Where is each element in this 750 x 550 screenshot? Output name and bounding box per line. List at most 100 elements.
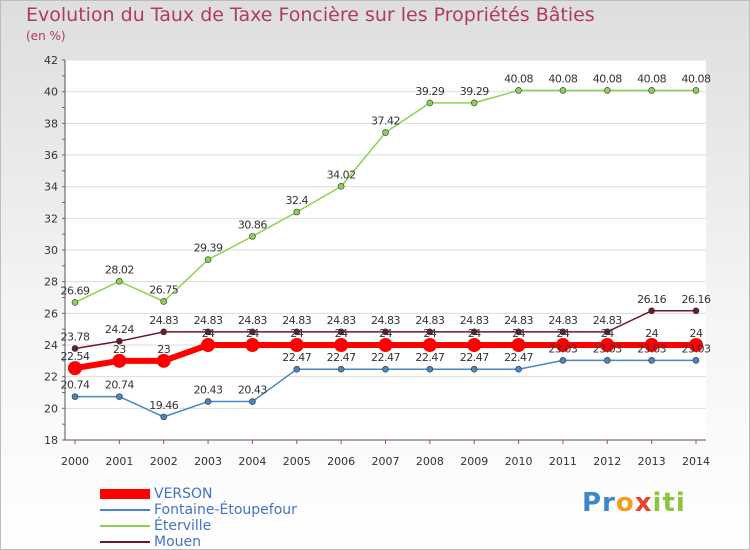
- data-point: [644, 338, 659, 352]
- data-label: 24.83: [149, 314, 178, 327]
- legend-label: Éterville: [154, 518, 212, 534]
- data-point: [470, 365, 478, 373]
- data-label: 22.47: [504, 351, 533, 364]
- data-point: [160, 328, 168, 336]
- data-label: 24.83: [238, 314, 267, 327]
- data-label: 40.08: [682, 72, 711, 85]
- data-label: 23.03: [593, 342, 622, 355]
- data-label: 24.83: [327, 314, 356, 327]
- data-label: 24: [690, 327, 703, 340]
- y-tick-label: 20: [44, 402, 58, 415]
- data-label: 23.78: [61, 330, 90, 343]
- data-point: [382, 129, 389, 136]
- data-label: 24.83: [282, 314, 311, 327]
- data-point: [156, 353, 171, 368]
- data-label: 39.29: [415, 85, 444, 98]
- y-tick-label: 40: [44, 86, 58, 99]
- data-point: [249, 233, 256, 240]
- data-label: 28.02: [105, 263, 134, 276]
- legend-swatch: [100, 541, 150, 543]
- data-label: 23.03: [682, 342, 711, 355]
- data-point: [692, 307, 700, 315]
- data-label: 26.75: [149, 283, 178, 296]
- data-label: 24.83: [415, 314, 444, 327]
- data-point: [603, 87, 611, 94]
- x-tick-label: 2011: [549, 455, 577, 468]
- data-label: 24.24: [105, 323, 134, 336]
- data-point: [160, 413, 168, 421]
- data-label: 20.43: [238, 384, 267, 397]
- proxiti-logo: Proxiti: [582, 488, 686, 518]
- data-point: [245, 338, 260, 352]
- data-label: 24.83: [371, 314, 400, 327]
- legend-swatch: [100, 525, 150, 527]
- chart-subtitle: (en %): [26, 29, 66, 43]
- data-point: [382, 328, 389, 336]
- data-label: 24: [423, 327, 436, 340]
- data-label: 23: [113, 343, 126, 356]
- data-point: [337, 365, 345, 373]
- data-label: 34.02: [327, 168, 356, 181]
- data-label: 40.08: [504, 72, 533, 85]
- data-point: [116, 393, 123, 400]
- y-tick-label: 36: [44, 149, 58, 162]
- data-label: 24: [645, 327, 658, 340]
- x-tick-label: 2003: [194, 455, 222, 468]
- y-tick-label: 30: [44, 244, 58, 257]
- data-point: [648, 357, 655, 364]
- data-label: 20.43: [194, 384, 223, 397]
- data-point: [470, 328, 478, 336]
- data-point: [603, 328, 611, 336]
- data-label: 24: [468, 327, 481, 340]
- data-point: [293, 208, 301, 216]
- data-label: 40.08: [637, 72, 666, 85]
- data-point: [249, 328, 256, 336]
- data-point: [603, 357, 611, 364]
- data-point: [334, 338, 349, 352]
- x-tick-label: 2001: [105, 455, 133, 468]
- data-label: 24: [335, 327, 348, 340]
- y-tick-label: 38: [44, 117, 58, 130]
- data-point: [470, 99, 478, 107]
- data-label: 24.83: [548, 314, 577, 327]
- y-tick-label: 22: [44, 371, 58, 384]
- y-tick-label: 34: [44, 181, 58, 194]
- x-tick-label: 2007: [372, 455, 400, 468]
- data-point: [467, 338, 482, 352]
- y-tick-label: 32: [44, 212, 58, 225]
- data-point: [515, 328, 522, 336]
- data-point: [112, 353, 127, 368]
- data-point: [426, 365, 434, 373]
- data-point: [293, 328, 301, 336]
- chart-title: Evolution du Taux de Taxe Foncière sur l…: [26, 4, 595, 26]
- data-point: [559, 87, 567, 94]
- data-point: [692, 87, 700, 94]
- data-point: [422, 338, 437, 352]
- data-label: 22.47: [327, 351, 356, 364]
- x-tick-label: 2004: [238, 455, 266, 468]
- x-tick-label: 2006: [327, 455, 355, 468]
- data-point: [692, 357, 700, 364]
- data-point: [559, 357, 567, 364]
- data-label: 23.03: [548, 342, 577, 355]
- data-label: 23: [157, 343, 170, 356]
- data-label: 22.54: [61, 350, 90, 363]
- data-label: 24.83: [504, 314, 533, 327]
- data-label: 40.08: [593, 72, 622, 85]
- data-label: 40.08: [548, 72, 577, 85]
- y-tick-label: 42: [44, 54, 58, 67]
- data-point: [426, 328, 434, 336]
- y-tick-label: 18: [44, 434, 58, 447]
- data-point: [555, 338, 570, 352]
- x-tick-label: 2000: [61, 455, 89, 468]
- data-point: [289, 338, 304, 352]
- data-point: [71, 345, 79, 352]
- data-point: [201, 338, 216, 352]
- data-label: 20.74: [61, 379, 90, 392]
- x-tick-label: 2008: [416, 455, 444, 468]
- data-point: [160, 298, 168, 305]
- data-label: 24: [246, 327, 259, 340]
- data-point: [293, 365, 301, 373]
- data-point: [648, 307, 655, 315]
